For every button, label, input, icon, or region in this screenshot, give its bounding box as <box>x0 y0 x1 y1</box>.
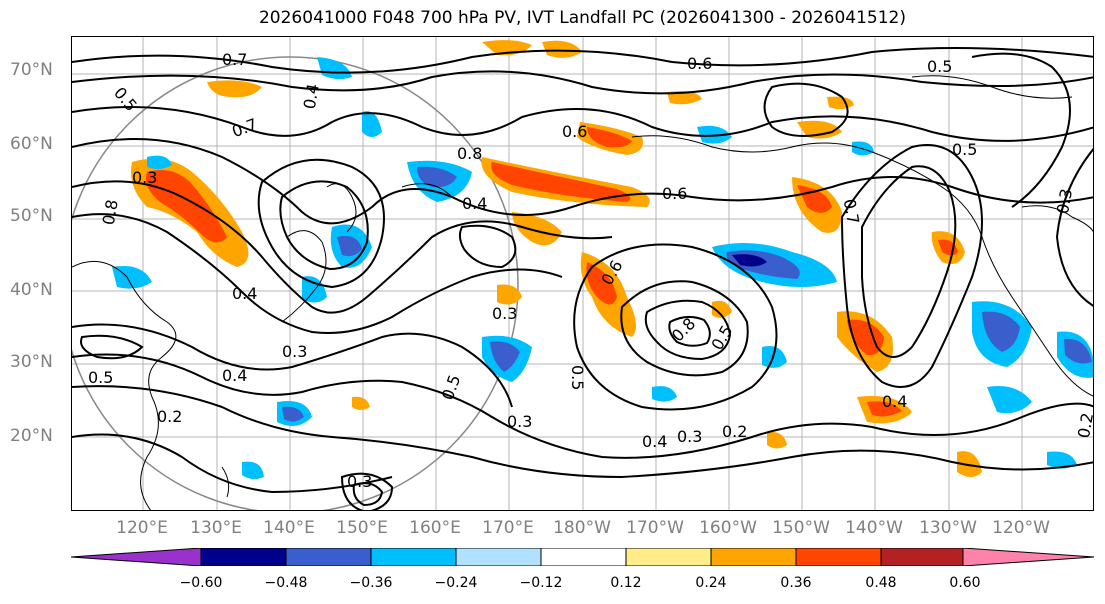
contour-label: 0.5 <box>707 322 736 354</box>
negative-anomaly-shading <box>112 57 1093 480</box>
lon-label-160w: 160°W <box>699 518 757 538</box>
colorbar-segment <box>796 548 882 566</box>
contour-label: 0.4 <box>642 432 667 451</box>
colorbar-segment <box>626 548 712 566</box>
map-panel: 0.7 0.5 0.4 0.3 0.8 0.6 0.6 0.5 0.4 0.4 … <box>71 36 1094 511</box>
contour-label: 0.6 <box>562 122 587 141</box>
lon-label-130e: 130°E <box>190 518 242 538</box>
lon-label-140w: 140°W <box>845 518 903 538</box>
contour-label: 0.3 <box>347 472 372 491</box>
colorbar-tick-label: −0.12 <box>519 575 563 591</box>
lon-label-120w: 120°W <box>992 518 1050 538</box>
range-circle <box>72 56 519 510</box>
contour-label: 0.2 <box>1074 411 1094 439</box>
colorbar-segment <box>371 548 457 566</box>
lon-label-170w: 170°W <box>626 518 684 538</box>
contour-label: 0.5 <box>438 372 465 402</box>
colorbar-tick-label: −0.60 <box>179 575 223 591</box>
map-title: 2026041000 F048 700 hPa PV, IVT Landfall… <box>258 8 906 28</box>
contour-label: 0.6 <box>687 54 712 73</box>
colorbar-segment <box>711 548 797 566</box>
contour-label: 0.3 <box>492 304 517 323</box>
lat-label-50n: 50°N <box>10 206 53 226</box>
colorbar-segment <box>201 548 287 566</box>
contour-label: 0.4 <box>462 194 487 213</box>
contour-label: 0.7 <box>229 115 259 142</box>
colorbar-tick-label: 0.24 <box>695 575 727 591</box>
lat-label-40n: 40°N <box>10 280 53 300</box>
contour-label: 0.4 <box>232 284 257 303</box>
pv-contours <box>72 47 1093 510</box>
lon-label-150e: 150°E <box>336 518 388 538</box>
lat-label-20n: 20°N <box>10 426 53 446</box>
contour-label: 0.5 <box>568 365 587 390</box>
contour-label: 0.3 <box>1053 187 1076 215</box>
colorbar-segment <box>963 548 1094 566</box>
contour-label: 0.7 <box>222 50 247 69</box>
contour-label: 0.3 <box>132 168 157 187</box>
lat-label-60n: 60°N <box>10 134 53 154</box>
colorbar-tick-label: 0.36 <box>780 575 812 591</box>
contour-label: 0.2 <box>722 422 747 441</box>
lon-label-120e: 120°E <box>116 518 168 538</box>
colorbar-segment <box>71 548 201 566</box>
map-canvas: 0.7 0.5 0.4 0.3 0.8 0.6 0.6 0.5 0.4 0.4 … <box>72 37 1094 510</box>
contour-label: 0.4 <box>300 82 323 110</box>
contour-label: 0.3 <box>282 342 307 361</box>
contour-label: 0.7 <box>840 197 863 225</box>
contour-label: 0.5 <box>88 368 113 387</box>
colorbar-segment <box>881 548 967 566</box>
colorbar-segment <box>286 548 372 566</box>
contour-label: 0.8 <box>99 198 122 226</box>
colorbar-dividers <box>200 548 964 566</box>
contour-label: 0.6 <box>662 184 687 203</box>
colorbar-tick-label: −0.48 <box>264 575 308 591</box>
colorbar-segment <box>541 548 627 566</box>
contour-label: 0.3 <box>677 427 702 446</box>
contour-label: 0.5 <box>952 140 977 159</box>
contour-label: 0.8 <box>457 144 482 163</box>
lat-label-30n: 30°N <box>10 352 53 372</box>
contour-label: 0.4 <box>222 366 247 385</box>
positive-anomaly-shading <box>131 40 982 477</box>
colorbar-tick-label: −0.24 <box>434 575 478 591</box>
colorbar-tick-label: 0.60 <box>949 575 981 591</box>
lat-label-70n: 70°N <box>10 60 53 80</box>
lon-label-150w: 150°W <box>772 518 830 538</box>
lon-label-160e: 160°E <box>409 518 461 538</box>
colorbar-tick-label: 0.12 <box>610 575 642 591</box>
contour-label: 0.5 <box>110 83 141 115</box>
colorbar-tick-label: 0.48 <box>865 575 897 591</box>
contour-label: 0.5 <box>927 57 952 76</box>
contour-label: 0.4 <box>882 392 907 411</box>
lon-label-180w: 180°W <box>553 518 611 538</box>
coastlines <box>72 75 1093 510</box>
lon-label-130w: 130°W <box>919 518 977 538</box>
colorbar-tick-label: −0.36 <box>349 575 393 591</box>
contour-label: 0.3 <box>507 412 532 431</box>
contour-label: 0.8 <box>668 314 699 345</box>
colorbar-segment <box>456 548 542 566</box>
contour-label: 0.2 <box>157 407 182 426</box>
lon-label-140e: 140°E <box>263 518 315 538</box>
lon-label-170e: 170°E <box>482 518 534 538</box>
colorbar <box>71 548 1094 566</box>
